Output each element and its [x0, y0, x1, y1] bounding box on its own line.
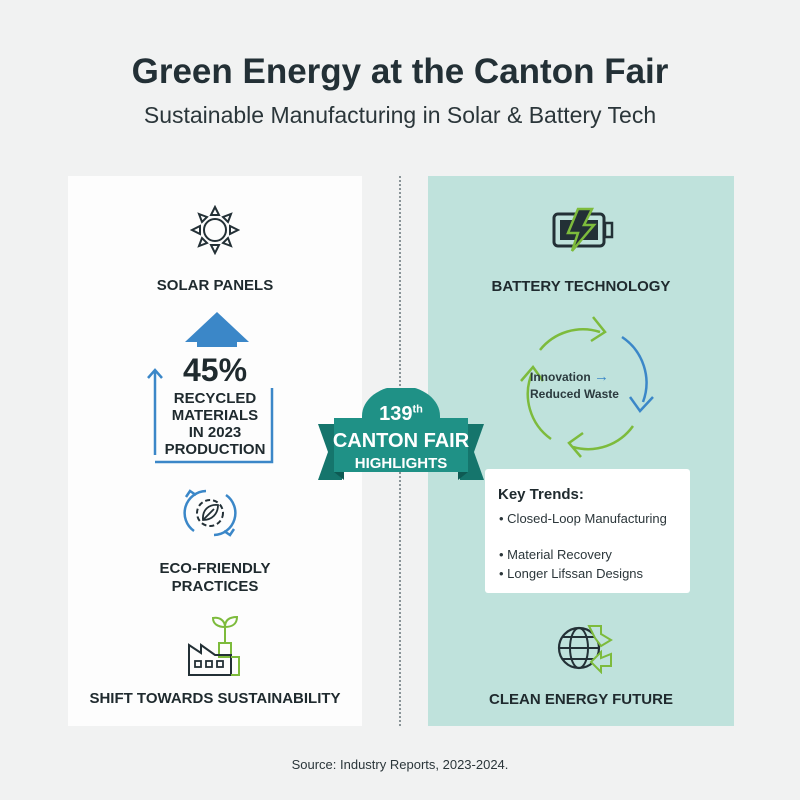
- cycle-line-1: Innovation →: [530, 368, 650, 386]
- right-arrow-icon: →: [594, 368, 610, 385]
- key-trends-title: Key Trends:: [498, 486, 584, 503]
- edition-number-value: 139: [379, 403, 413, 425]
- clean-energy-future-label: CLEAN ENERGY FUTURE: [489, 691, 673, 708]
- innovation-text: Innovation: [530, 370, 591, 384]
- ribbon-line-1: CANTON FAIR: [332, 430, 470, 452]
- key-trends-card: Key Trends: • Closed-Loop Manufacturing …: [485, 469, 690, 593]
- stat-line: IN 2023: [188, 424, 242, 441]
- cycle-arrows-icon: [520, 316, 654, 458]
- edition-suffix: th: [412, 403, 423, 416]
- trend-item: • Material Recovery: [499, 547, 612, 562]
- trend-item: • Longer Lifssan Designs: [499, 566, 644, 581]
- page-title: Green Energy at the Canton Fair: [131, 52, 669, 91]
- solar-panels-label: SOLAR PANELS: [156, 277, 274, 294]
- battery-technology-label: BATTERY TECHNOLOGY: [491, 278, 671, 295]
- page-subtitle: Sustainable Manufacturing in Solar & Bat…: [143, 102, 657, 128]
- stat-line: MATERIALS: [171, 407, 259, 424]
- edition-number: 139th: [318, 403, 484, 426]
- trend-text: Closed-Loop Manufacturing: [507, 511, 667, 526]
- recycled-percent: 45%: [182, 352, 248, 388]
- eco-friendly-label: ECO-FRIENDLY PRACTICES: [68, 560, 362, 596]
- stat-line: PRODUCTION: [164, 441, 266, 458]
- shift-sustainability-label: SHIFT TOWARDS SUSTAINABILITY: [89, 690, 341, 707]
- trend-item: • Closed-Loop Manufacturing: [499, 511, 667, 526]
- gear-leaf-icon: [183, 489, 237, 537]
- battery-column: [428, 176, 734, 726]
- stat-line: RECYCLED: [173, 390, 257, 407]
- globe-recycle-icon: [557, 625, 613, 674]
- source-note: Source: Industry Reports, 2023-2024.: [291, 757, 509, 772]
- factory-icon: [188, 615, 240, 676]
- cycle-line-2: Reduced Waste: [530, 387, 619, 401]
- sun-icon: [190, 205, 240, 255]
- trend-text: Longer Lifssan Designs: [507, 566, 644, 581]
- canton-fair-ribbon: [318, 388, 484, 480]
- stat-description: RECYCLED MATERIALS IN 2023 PRODUCTION: [150, 390, 280, 458]
- trend-text: Material Recovery: [507, 547, 612, 562]
- up-arrow-icon: [147, 312, 274, 464]
- ribbon-line-2: HIGHLIGHTS: [354, 455, 448, 472]
- solar-panel-column: [68, 176, 362, 726]
- eco-line: PRACTICES: [171, 578, 259, 595]
- eco-line: ECO-FRIENDLY: [159, 560, 271, 577]
- cycle-caption: Innovation → Reduced Waste: [530, 368, 650, 403]
- battery-icon: [552, 207, 614, 252]
